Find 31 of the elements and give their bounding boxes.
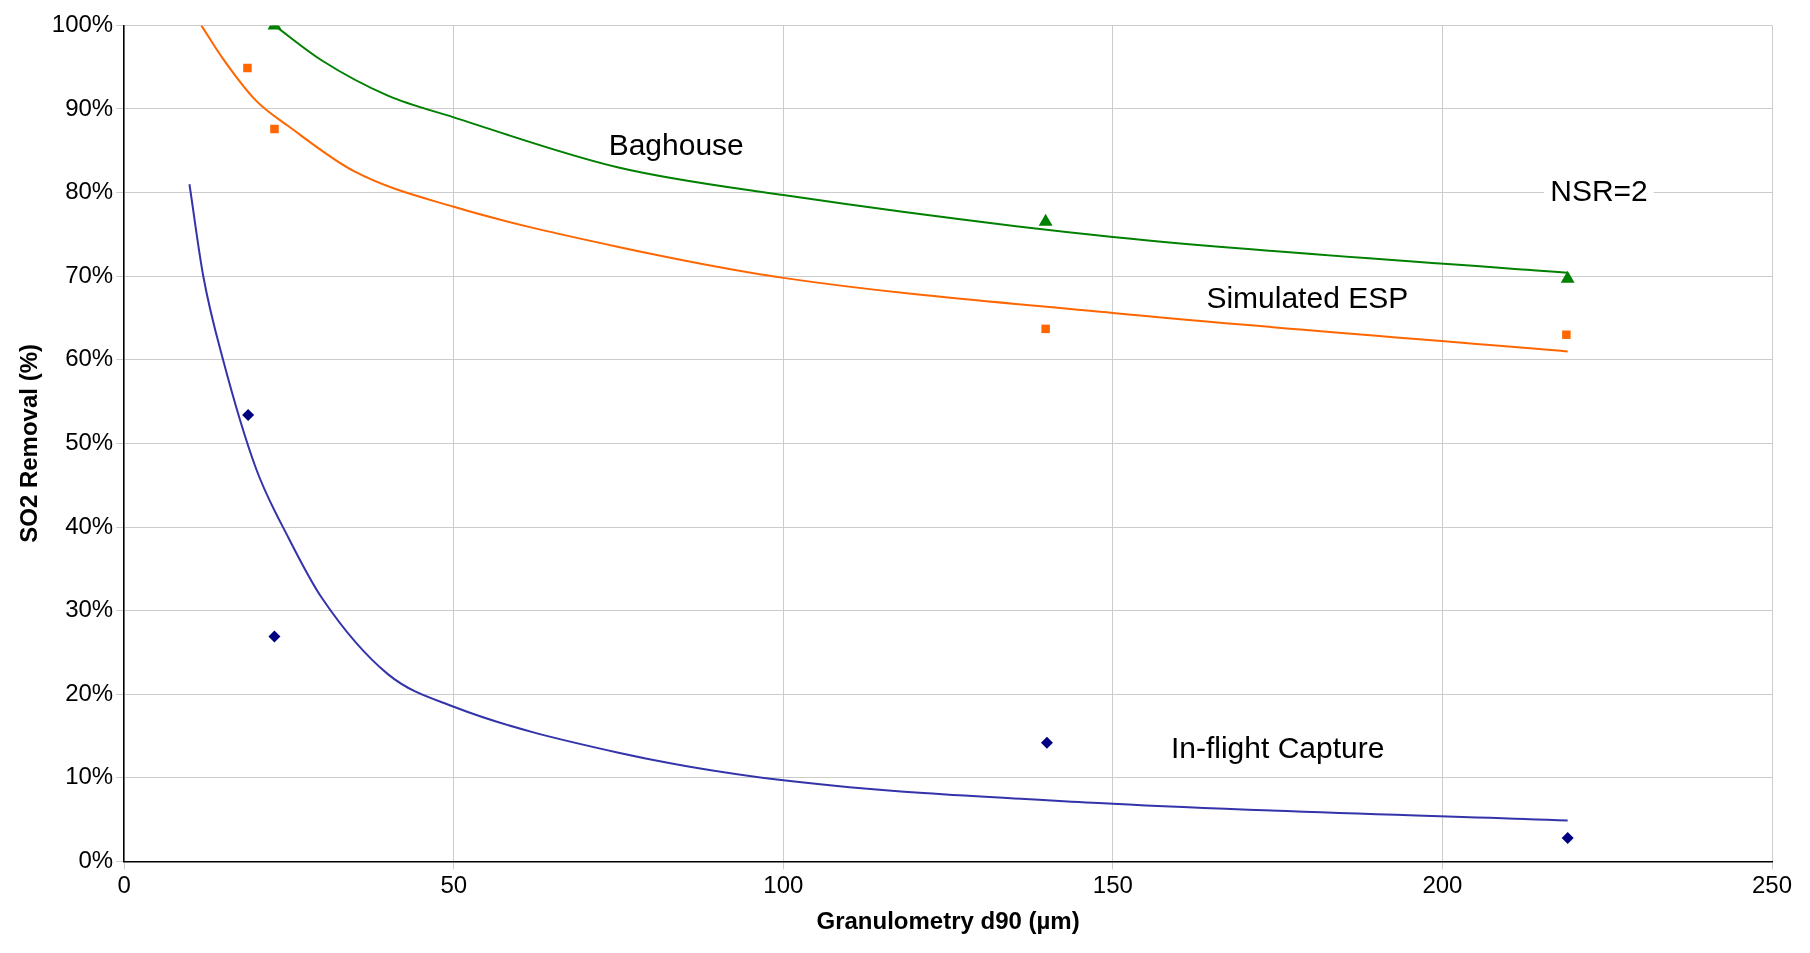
y-tick-label: 90% bbox=[65, 93, 114, 121]
x-tick-label: 250 bbox=[1751, 871, 1793, 899]
x-tick-label: 50 bbox=[440, 871, 468, 899]
point bbox=[1562, 330, 1571, 339]
y-tick-label: 0% bbox=[78, 846, 114, 874]
y-tick-label: 70% bbox=[65, 260, 114, 288]
x-tick-label: 150 bbox=[1092, 871, 1133, 899]
point bbox=[1561, 831, 1574, 844]
y-tick-label: 20% bbox=[65, 678, 114, 706]
point bbox=[268, 630, 281, 643]
point bbox=[1040, 736, 1053, 749]
y-tick-label: 30% bbox=[65, 595, 114, 623]
y-tick-label: 10% bbox=[65, 762, 114, 790]
point bbox=[242, 408, 255, 421]
series-label: In-flight Capture bbox=[1170, 731, 1385, 765]
x-axis-title: Granulometry d90 (µm) bbox=[816, 907, 1080, 935]
y-tick-label: 80% bbox=[65, 177, 114, 205]
point bbox=[270, 124, 279, 134]
y-tick-label: 100% bbox=[51, 10, 114, 38]
x-tick-label: 200 bbox=[1422, 871, 1463, 899]
y-axis-title: SO2 Removal (%) bbox=[15, 344, 43, 543]
series-label: Baghouse bbox=[608, 128, 744, 162]
x-tick-label: 0 bbox=[117, 871, 131, 899]
y-tick-label: 60% bbox=[65, 344, 114, 372]
series-label: Simulated ESP bbox=[1206, 280, 1409, 314]
y-tick-label: 50% bbox=[65, 428, 114, 456]
point bbox=[1041, 324, 1050, 334]
x-tick-label: 100 bbox=[763, 871, 804, 899]
point bbox=[243, 63, 252, 73]
y-tick-label: 40% bbox=[65, 511, 114, 539]
annotation: NSR=2 bbox=[1550, 173, 1648, 207]
